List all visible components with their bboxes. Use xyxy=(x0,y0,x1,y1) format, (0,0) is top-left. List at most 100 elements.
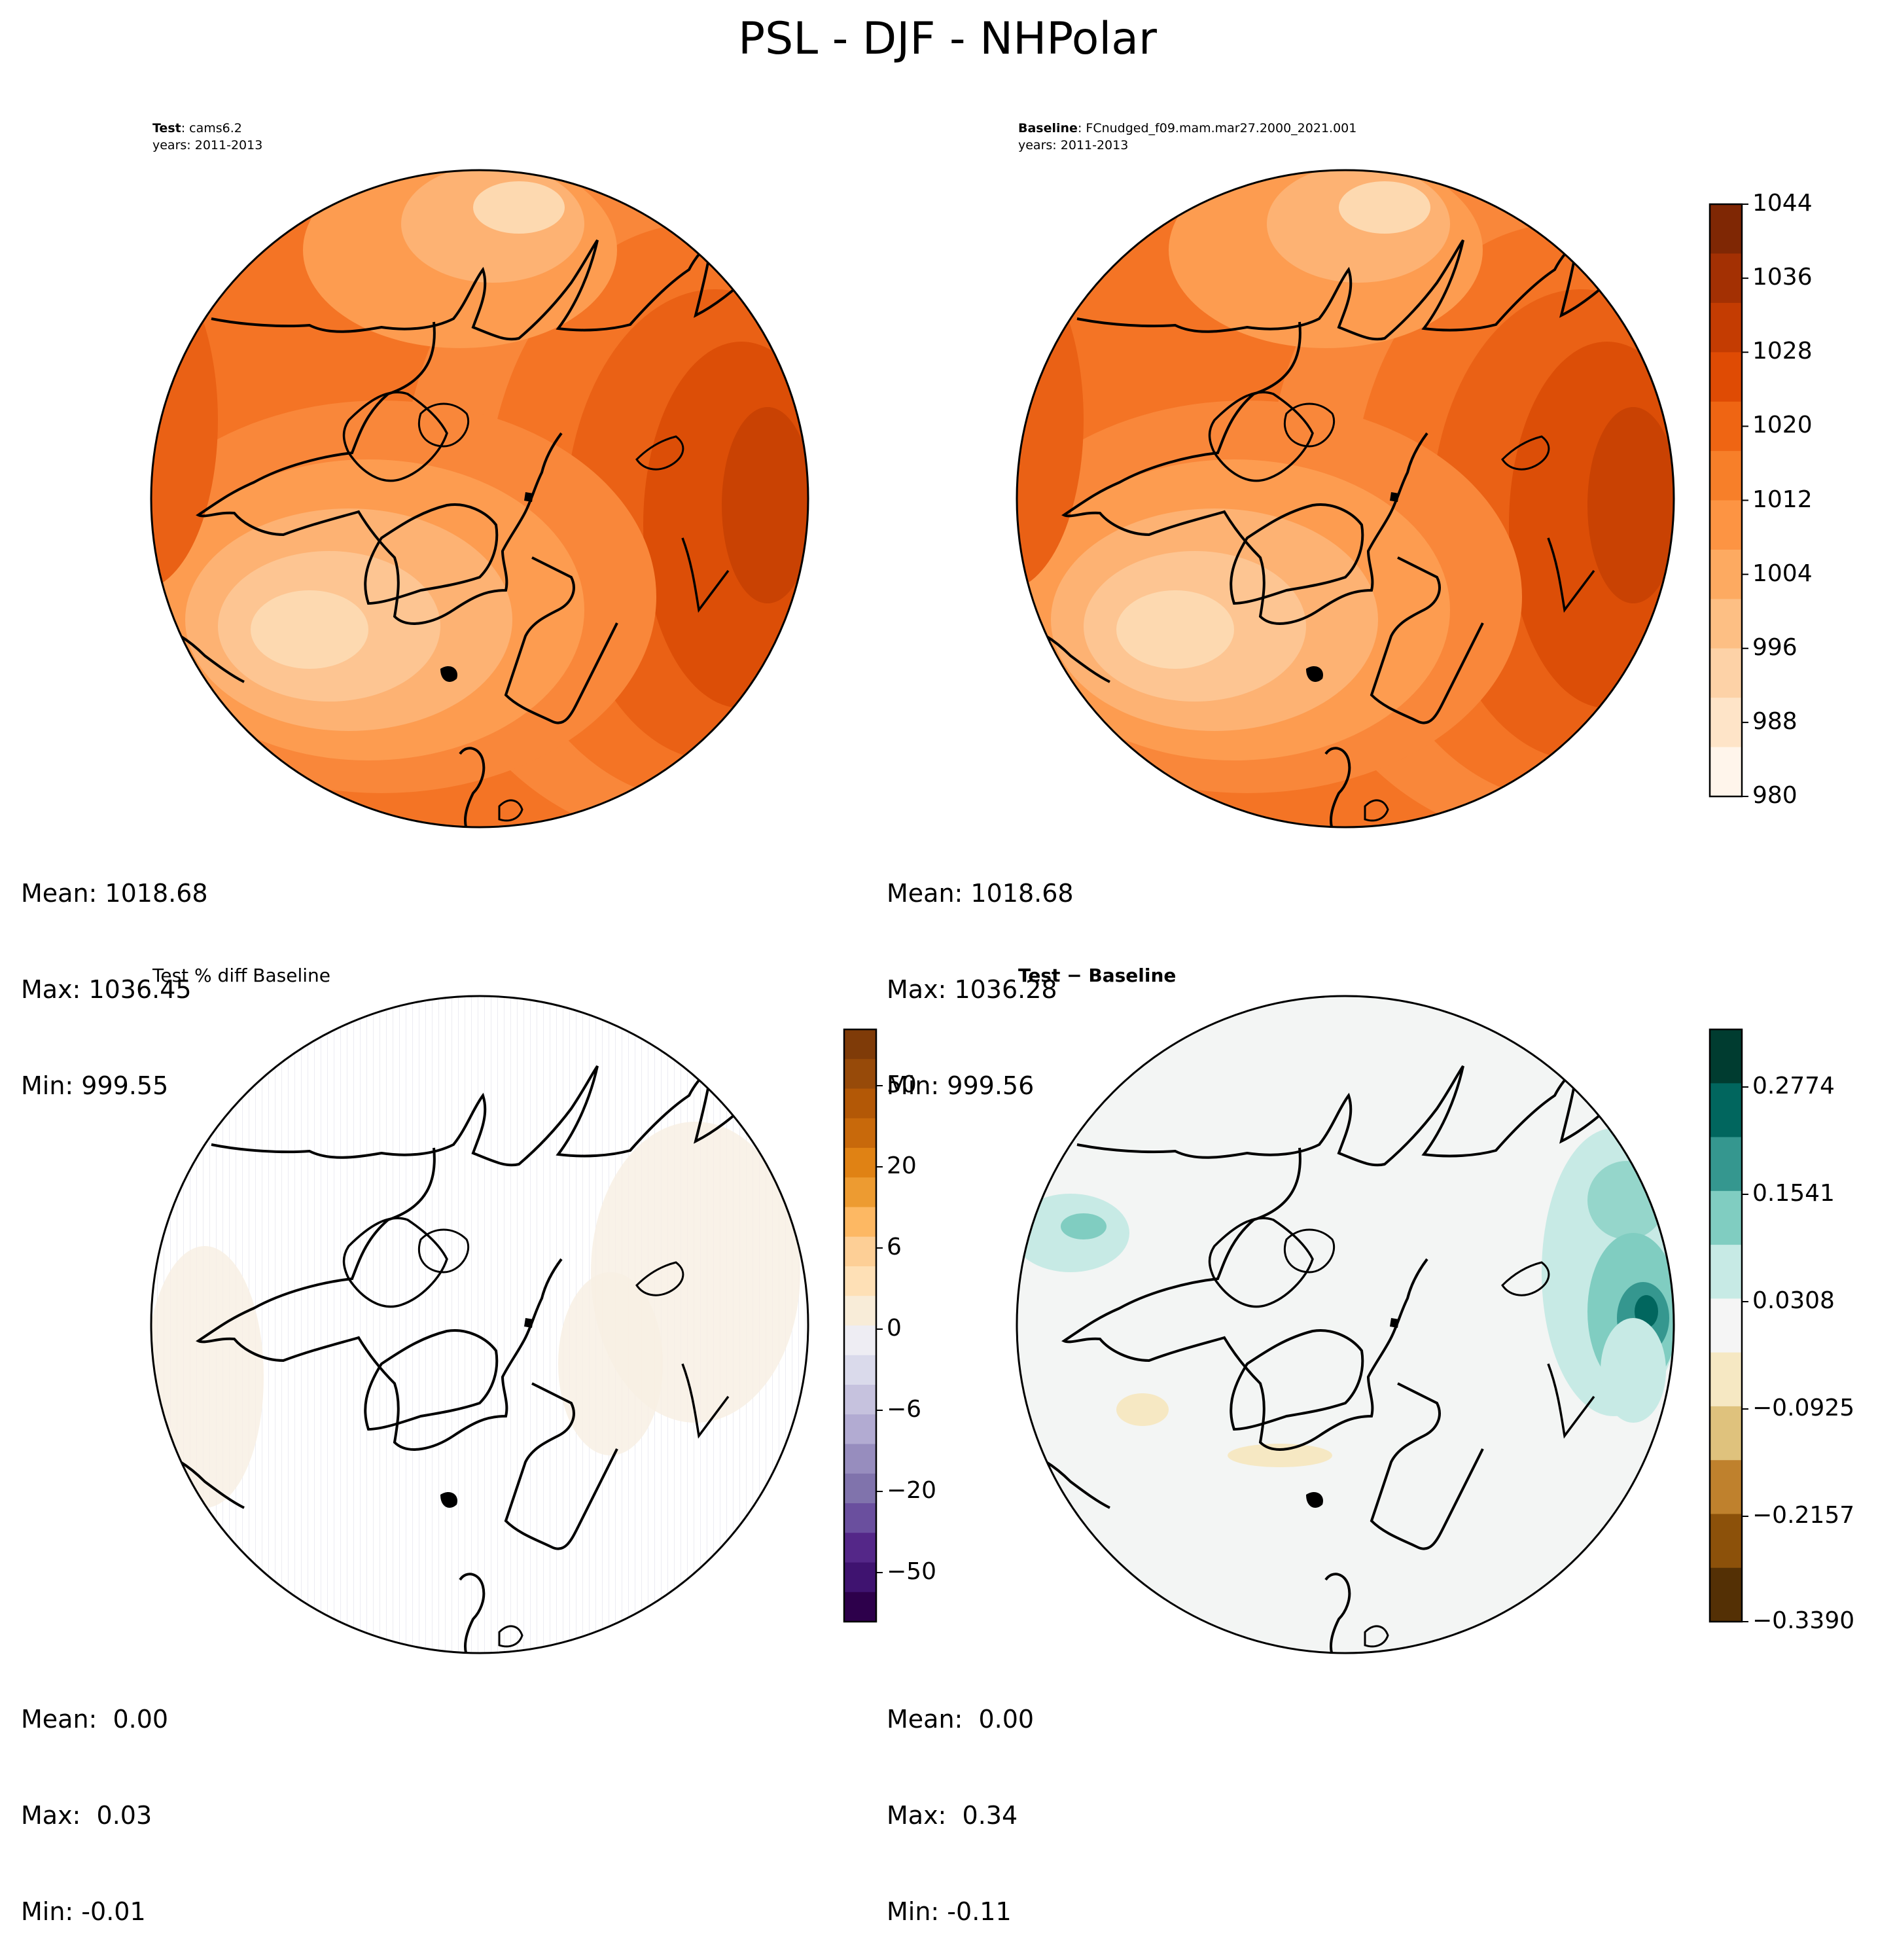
colorbar-tick-label: 20 xyxy=(887,1152,917,1179)
contour-band xyxy=(1587,407,1674,603)
panel-title-diff: Test − Baseline xyxy=(1018,965,1177,986)
colorbar-segment xyxy=(844,1355,876,1385)
stats-test: Mean: 1018.68 Max: 1036.45 Min: 999.55 xyxy=(21,813,208,1134)
contour-band xyxy=(1116,590,1234,669)
colorbar-pct xyxy=(843,1028,883,1623)
figure-title: PSL - DJF - NHPolar xyxy=(738,13,1157,65)
stat-mean: Mean: 0.00 xyxy=(887,1705,1035,1734)
map-test xyxy=(151,170,808,827)
colorbar-segment xyxy=(844,1533,876,1563)
colorbar-segment xyxy=(1710,1352,1742,1407)
colorbar-tick-label: −6 xyxy=(887,1396,922,1423)
colorbar-segment xyxy=(844,1414,876,1444)
colorbar-segment xyxy=(844,1503,876,1533)
stat-max: Max: 1036.45 xyxy=(21,975,192,1004)
colorbar-tick-label: −0.0925 xyxy=(1752,1395,1855,1421)
colorbar-segment xyxy=(1710,1567,1742,1622)
contour-band xyxy=(558,1272,663,1455)
colorbar-tick-label: 988 xyxy=(1752,707,1798,735)
colorbar-tick-label: 1036 xyxy=(1752,264,1813,291)
colorbar-segment xyxy=(1710,500,1742,550)
colorbar-tick-label: 6 xyxy=(887,1234,902,1260)
colorbar-tick-label: 980 xyxy=(1752,782,1798,809)
colorbar-tick-label: 0.2774 xyxy=(1752,1073,1835,1099)
stat-mean: Mean: 1018.68 xyxy=(21,879,208,908)
colorbar-segment xyxy=(1710,401,1742,452)
colorbar-tick-label: 50 xyxy=(887,1071,917,1098)
colorbar-diff xyxy=(1709,1028,1748,1623)
contour-band xyxy=(1116,1393,1169,1426)
colorbar-segment xyxy=(1710,1460,1742,1514)
colorbar-tick-label: 1044 xyxy=(1752,190,1813,217)
colorbar-segment xyxy=(1710,451,1742,501)
contour-band xyxy=(473,181,565,234)
colorbar-tick-label: −20 xyxy=(887,1477,936,1504)
colorbar-segment xyxy=(844,1325,876,1356)
colorbar-segment xyxy=(844,1207,876,1238)
map-boundary xyxy=(150,169,809,829)
stat-min: Min: 999.55 xyxy=(21,1071,169,1100)
colorbar-segment xyxy=(1710,599,1742,649)
colorbar-tick-label: −0.3390 xyxy=(1752,1607,1855,1634)
contour-band xyxy=(1601,1318,1666,1423)
colorbar-segment xyxy=(844,1562,876,1593)
colorbar-segment xyxy=(1710,302,1742,353)
colorbar-segment xyxy=(844,1148,876,1178)
colorbar-tick-label: 1028 xyxy=(1752,338,1813,365)
colorbar-segment xyxy=(844,1266,876,1296)
colorbar-segment xyxy=(844,1029,876,1060)
contour-band xyxy=(1339,181,1430,234)
colorbar-segment xyxy=(1710,1029,1742,1084)
colorbar-segment xyxy=(1710,1298,1742,1353)
figure-canvas xyxy=(150,169,1748,1654)
stat-min: Min: 999.56 xyxy=(887,1071,1035,1100)
stat-min: Min: -0.01 xyxy=(21,1897,146,1926)
colorbar-segment xyxy=(1710,1514,1742,1569)
stat-max: Max: 1036.28 xyxy=(887,975,1057,1004)
map-baseline xyxy=(1017,170,1674,827)
stat-mean: Mean: 0.00 xyxy=(21,1705,169,1734)
contour-band xyxy=(1017,250,1084,590)
map-boundary xyxy=(150,995,809,1654)
panel-title-pctdiff: Test % diff Baseline xyxy=(152,965,331,986)
colorbar-segment xyxy=(1710,1190,1742,1245)
colorbar-tick-label: −50 xyxy=(887,1558,936,1585)
colorbar-tick-label: −0.2157 xyxy=(1752,1502,1855,1529)
stat-max: Max: 0.34 xyxy=(887,1801,1018,1830)
colorbar-segment xyxy=(1710,549,1742,599)
map-diff xyxy=(1017,996,1674,1653)
panel-case: FCnudged_f09.mam.mar27.2000_2021.001 xyxy=(1086,121,1357,135)
contour-band xyxy=(1228,1444,1332,1467)
colorbar-segment xyxy=(1710,747,1742,797)
panel-sep: : xyxy=(1077,121,1086,135)
panel-years: years: 2011-2013 xyxy=(1018,138,1129,152)
colorbar-segment xyxy=(1710,352,1742,402)
contour-band xyxy=(251,590,368,669)
contour-band xyxy=(151,250,218,590)
colorbar-tick-label: 1020 xyxy=(1752,412,1813,439)
panel-title-test: Test: cams6.2 years: 2011-2013 xyxy=(152,120,262,154)
colorbar-tick-label: 0 xyxy=(887,1315,902,1342)
map-boundary xyxy=(1016,995,1675,1654)
colorbar-segment xyxy=(1710,1406,1742,1461)
colorbar-tick-label: 0.1541 xyxy=(1752,1180,1835,1207)
colorbar-frame xyxy=(1709,1028,1743,1623)
colorbar-segment xyxy=(844,1473,876,1504)
colorbar-tick-label: 1012 xyxy=(1752,486,1813,513)
stat-min: Min: -0.11 xyxy=(887,1897,1012,1926)
panel-label: Baseline xyxy=(1018,121,1078,135)
panel-sep: : xyxy=(181,121,190,135)
colorbar-segment xyxy=(1710,204,1742,254)
contour-band xyxy=(722,407,808,603)
map-pctdiff xyxy=(151,996,808,1653)
colorbar-segment xyxy=(1710,1137,1742,1192)
colorbar-frame xyxy=(843,1028,877,1623)
stats-baseline: Mean: 1018.68 Max: 1036.28 Min: 999.56 xyxy=(887,813,1074,1134)
colorbar-segment xyxy=(844,1177,876,1207)
colorbar-main xyxy=(1709,203,1748,798)
colorbar-segment xyxy=(844,1385,876,1415)
panel-title-baseline: Baseline: FCnudged_f09.mam.mar27.2000_20… xyxy=(1018,120,1356,154)
colorbar-segment xyxy=(844,1059,876,1089)
colorbar-segment xyxy=(1710,698,1742,748)
colorbar-segment xyxy=(1710,1245,1742,1299)
